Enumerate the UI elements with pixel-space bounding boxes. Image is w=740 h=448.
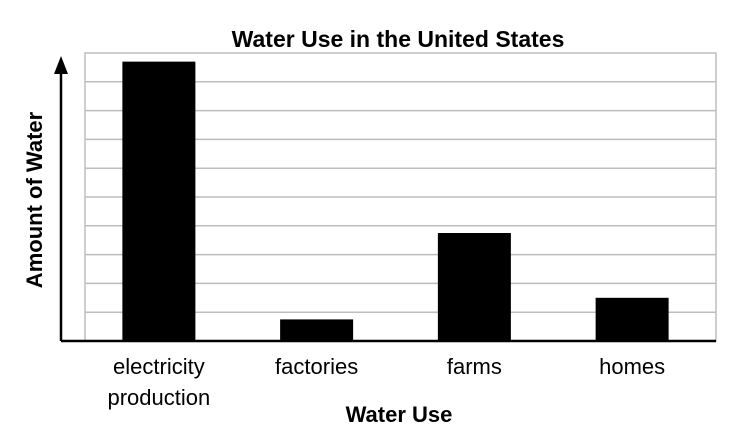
x-tick-label-line: production xyxy=(108,385,211,410)
y-axis-arrow-icon xyxy=(54,56,68,74)
bar xyxy=(595,297,669,341)
bar xyxy=(122,61,196,341)
bars xyxy=(122,61,669,341)
x-tick-label-line: electricity xyxy=(113,354,205,379)
bar xyxy=(280,319,354,341)
axes xyxy=(54,56,716,343)
chart-title: Water Use in the United States xyxy=(232,26,565,52)
x-tick-label-line: factories xyxy=(275,354,358,379)
x-tick-labels: electricity production factories farms homes xyxy=(108,354,666,410)
x-tick-label: homes xyxy=(599,354,665,379)
x-tick-label: factories xyxy=(275,354,358,379)
x-tick-label: electricity production xyxy=(108,354,211,410)
x-axis-label: Water Use xyxy=(346,402,453,427)
y-axis-label: Amount of Water xyxy=(22,111,47,288)
bar xyxy=(437,233,511,341)
x-tick-label: farms xyxy=(447,354,502,379)
x-tick-label-line: farms xyxy=(447,354,502,379)
x-tick-label-line: homes xyxy=(599,354,665,379)
